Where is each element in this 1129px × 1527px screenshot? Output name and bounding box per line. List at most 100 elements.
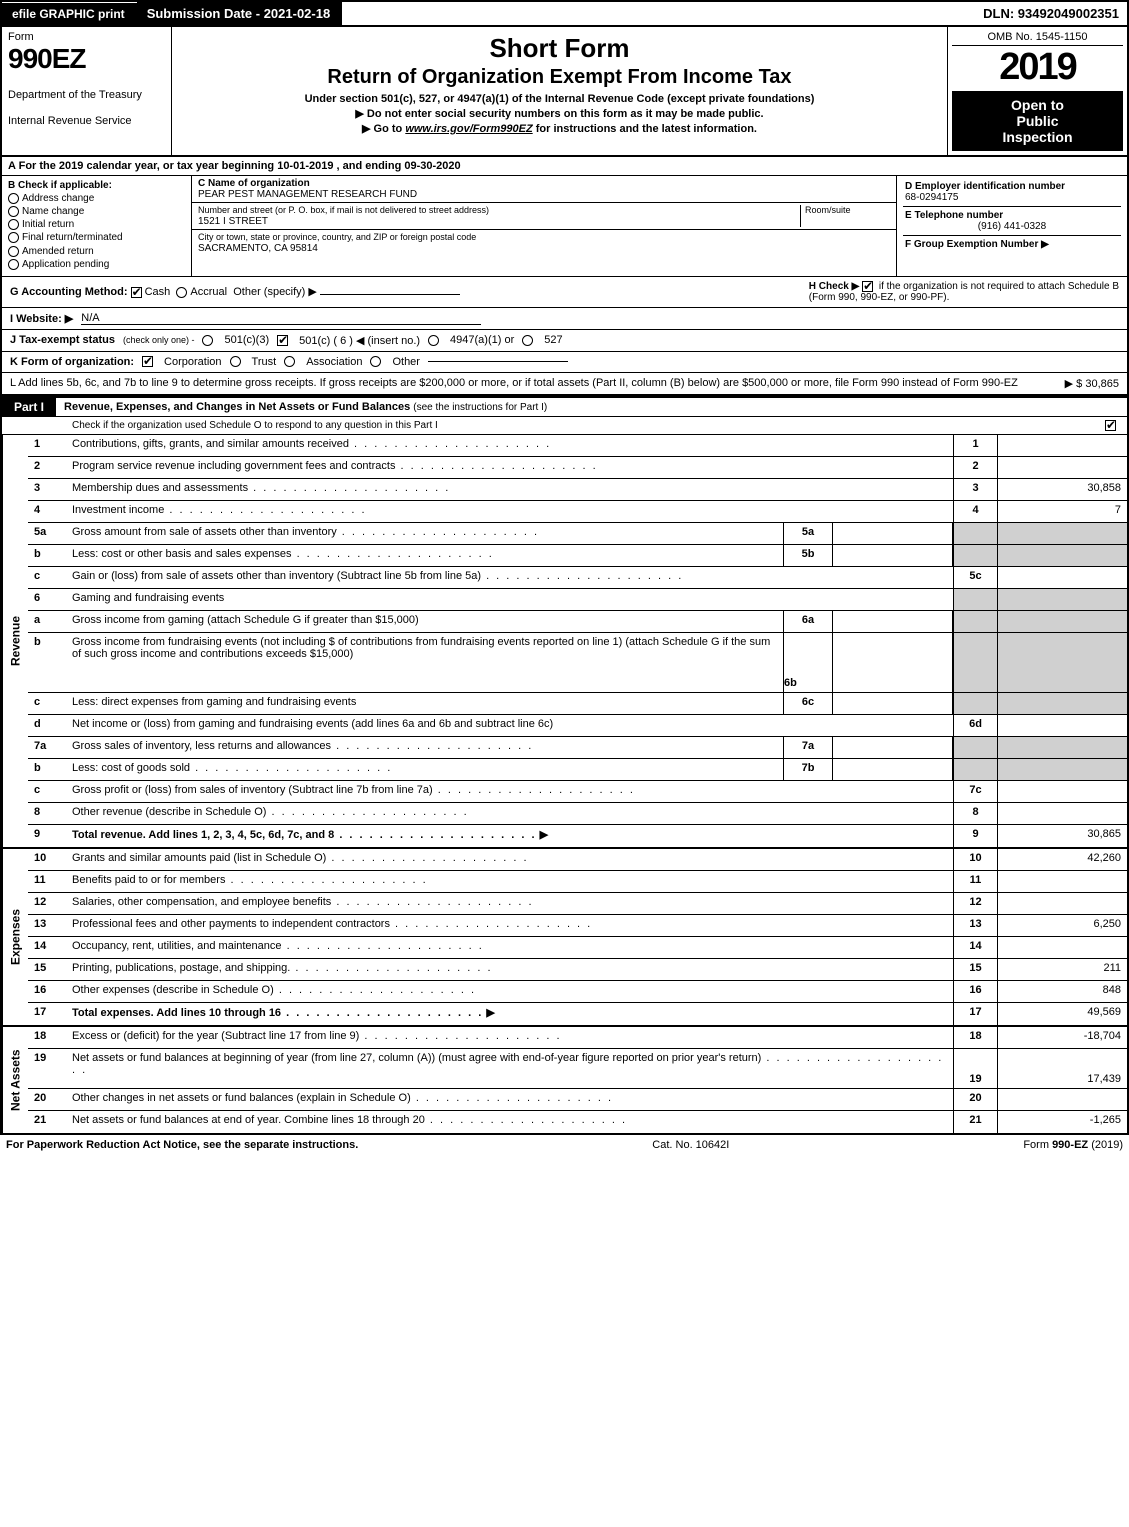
line-3-desc: Membership dues and assessments (68, 479, 953, 500)
line-9-num: 9 (28, 825, 68, 847)
line-5a-inval[interactable] (833, 523, 953, 544)
line-6b-inbox: 6b (783, 633, 833, 692)
line-5b-outbox (953, 545, 997, 566)
chk-amended-return[interactable]: Amended return (8, 246, 185, 257)
netassets-table: Net Assets 18 Excess or (deficit) for th… (0, 1027, 1129, 1135)
line-14: 14 Occupancy, rent, utilities, and maint… (28, 937, 1127, 959)
line-7c-num: c (28, 781, 68, 802)
chk-501c[interactable] (277, 335, 288, 346)
line-6d-desc: Net income or (loss) from gaming and fun… (68, 715, 953, 736)
lbl-cash: Cash (145, 286, 171, 298)
part1-title: Revenue, Expenses, and Changes in Net As… (64, 401, 410, 413)
part1-bar: Part I Revenue, Expenses, and Changes in… (0, 397, 1129, 417)
line-7a-inval[interactable] (833, 737, 953, 758)
line-17-desc: Total expenses. Add lines 10 through 16 … (68, 1003, 953, 1025)
chk-schedule-o[interactable] (1105, 420, 1116, 431)
line-5a-inbox: 5a (783, 523, 833, 544)
lbl-association: Association (306, 356, 362, 368)
line-7b-inval[interactable] (833, 759, 953, 780)
line-9-box: 9 (953, 825, 997, 847)
chk-trust[interactable] (230, 356, 241, 367)
line-7b-outbox (953, 759, 997, 780)
chk-application-pending[interactable]: Application pending (8, 259, 185, 270)
line-6a: a Gross income from gaming (attach Sched… (28, 611, 1127, 633)
footer-right: Form 990-EZ (2019) (1023, 1139, 1123, 1151)
org-name: PEAR PEST MANAGEMENT RESEARCH FUND (198, 189, 417, 200)
under-section: Under section 501(c), 527, or 4947(a)(1)… (180, 93, 939, 105)
line-4-desc: Investment income (68, 501, 953, 522)
chk-initial-return[interactable]: Initial return (8, 219, 185, 230)
lbl-accrual: Accrual (190, 286, 227, 298)
other-org-input[interactable] (428, 361, 568, 362)
line-6a-desc: Gross income from gaming (attach Schedul… (68, 611, 783, 632)
line-21-desc: Net assets or fund balances at end of ye… (68, 1111, 953, 1133)
chk-accrual[interactable] (176, 287, 187, 298)
line-19-box: 19 (953, 1049, 997, 1088)
chk-schedule-b[interactable] (862, 281, 873, 292)
line-6c-inbox: 6c (783, 693, 833, 714)
line-6-outbox (953, 589, 997, 610)
irs-link[interactable]: www.irs.gov/Form990EZ (405, 123, 532, 135)
line-6c-desc: Less: direct expenses from gaming and fu… (68, 693, 783, 714)
omb-number: OMB No. 1545-1150 (952, 31, 1123, 46)
line-11-num: 11 (28, 871, 68, 892)
netassets-rows: 18 Excess or (deficit) for the year (Sub… (28, 1027, 1127, 1133)
row-i: I Website: ▶ N/A (2, 308, 1127, 330)
line-3: 3 Membership dues and assessments 3 30,8… (28, 479, 1127, 501)
efile-print-button[interactable]: efile GRAPHIC print (2, 3, 137, 25)
line-1-desc: Contributions, gifts, grants, and simila… (68, 435, 953, 456)
line-8-box: 8 (953, 803, 997, 824)
chk-name-change[interactable]: Name change (8, 206, 185, 217)
form-id-block: Form 990EZ Department of the Treasury In… (2, 27, 172, 155)
chk-association[interactable] (284, 356, 295, 367)
line-7b-num: b (28, 759, 68, 780)
chk-cash[interactable] (131, 287, 142, 298)
line-5c-box: 5c (953, 567, 997, 588)
line-10-val: 42,260 (997, 849, 1127, 870)
line-21-num: 21 (28, 1111, 68, 1133)
chk-501c3[interactable] (202, 335, 213, 346)
line-6a-inval[interactable] (833, 611, 953, 632)
line-6c-inval[interactable] (833, 693, 953, 714)
part1-sub: Check if the organization used Schedule … (0, 417, 1129, 435)
chk-4947[interactable] (428, 335, 439, 346)
row-g-h: G Accounting Method: Cash Accrual Other … (2, 277, 1127, 308)
page-footer: For Paperwork Reduction Act Notice, see … (0, 1135, 1129, 1155)
open-to-public: Open to Public Inspection (952, 91, 1123, 151)
other-specify-input[interactable] (320, 294, 460, 295)
revenue-sidelabel: Revenue (2, 435, 28, 847)
line-17-box: 17 (953, 1003, 997, 1025)
line-5a-desc: Gross amount from sale of assets other t… (68, 523, 783, 544)
chk-527[interactable] (522, 335, 533, 346)
line-7a: 7a Gross sales of inventory, less return… (28, 737, 1127, 759)
line-7c-desc: Gross profit or (loss) from sales of inv… (68, 781, 953, 802)
line-5b-inval[interactable] (833, 545, 953, 566)
dln: DLN: 93492049002351 (975, 2, 1127, 25)
line-18-num: 18 (28, 1027, 68, 1048)
chk-final-return[interactable]: Final return/terminated (8, 232, 185, 243)
line-2-box: 2 (953, 457, 997, 478)
row-l: L Add lines 5b, 6c, and 7b to line 9 to … (2, 373, 1127, 395)
line-7c: c Gross profit or (loss) from sales of i… (28, 781, 1127, 803)
line-6d-box: 6d (953, 715, 997, 736)
part1-title-note: (see the instructions for Part I) (413, 402, 547, 413)
chk-address-change[interactable]: Address change (8, 193, 185, 204)
group-exemption-row: F Group Exemption Number ▶ (903, 236, 1121, 253)
line-13-box: 13 (953, 915, 997, 936)
chk-other-org[interactable] (370, 356, 381, 367)
submission-date: Submission Date - 2021-02-18 (137, 2, 343, 25)
chk-address-change-label: Address change (22, 193, 94, 204)
line-19-val: 17,439 (997, 1049, 1127, 1088)
goto-row: ▶ Go to www.irs.gov/Form990EZ for instru… (180, 122, 939, 135)
line-6b-inval[interactable] (833, 633, 953, 692)
line-4-val: 7 (997, 501, 1127, 522)
line-20-box: 20 (953, 1089, 997, 1110)
line-12: 12 Salaries, other compensation, and emp… (28, 893, 1127, 915)
addr-label: Number and street (or P. O. box, if mail… (198, 205, 489, 215)
chk-corporation[interactable] (142, 356, 153, 367)
identity-block: B Check if applicable: Address change Na… (0, 176, 1129, 277)
line-1-val (997, 435, 1127, 456)
line-12-num: 12 (28, 893, 68, 914)
line-11-desc: Benefits paid to or for members (68, 871, 953, 892)
line-5c-val (997, 567, 1127, 588)
